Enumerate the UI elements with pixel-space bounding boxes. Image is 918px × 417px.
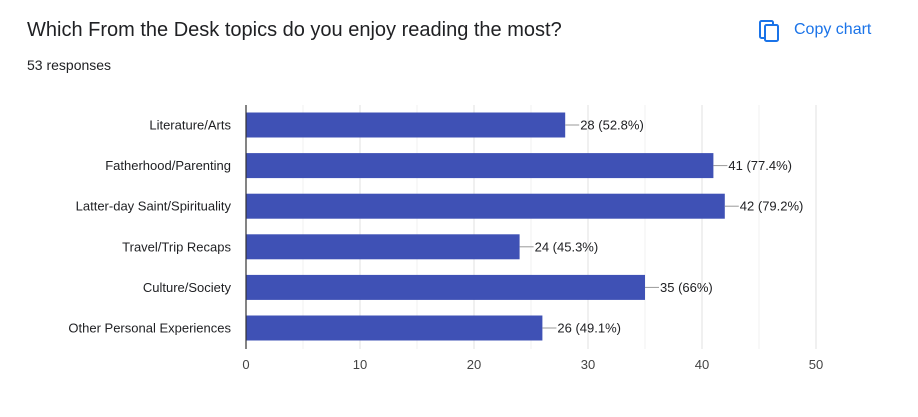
category-labels: Literature/Arts Fatherhood/Parenting Latte… (68, 118, 231, 336)
category-label: Latter-day Saint/Spirituality (76, 199, 232, 214)
category-label: Culture/Society (143, 280, 232, 295)
copy-chart-button[interactable]: Copy chart (758, 14, 871, 46)
data-label: 41 (77.4%) (728, 158, 792, 173)
x-tick-label: 10 (353, 357, 367, 372)
data-label: 26 (49.1%) (557, 321, 621, 336)
bar[interactable] (246, 315, 543, 341)
x-tick-label: 30 (581, 357, 595, 372)
data-labels: 28 (52.8%) 41 (77.4%) 42 (79.2%) 24 (45.3%)… (519, 118, 804, 336)
bar[interactable] (246, 193, 725, 219)
data-label: 42 (79.2%) (740, 199, 804, 214)
copy-chart-label: Copy chart (794, 21, 872, 38)
chart-title: Which From the Desk topics do you enjoy … (27, 19, 562, 41)
data-label: 24 (45.3%) (535, 239, 599, 254)
x-tick-labels: 0 10 20 30 40 50 (242, 357, 823, 372)
data-label: 35 (66%) (660, 280, 713, 295)
bar[interactable] (246, 112, 566, 138)
bar[interactable] (246, 274, 645, 300)
category-label: Fatherhood/Parenting (105, 158, 231, 173)
response-count: 53 responses (27, 57, 112, 73)
gridlines (245, 105, 817, 349)
x-tick-label: 20 (467, 357, 481, 372)
x-tick-label: 50 (809, 357, 823, 372)
bars (246, 112, 725, 341)
bar[interactable] (246, 153, 714, 179)
x-tick-label: 0 (242, 357, 249, 372)
data-label: 28 (52.8%) (580, 118, 644, 133)
category-label: Other Personal Experiences (68, 321, 231, 336)
bar[interactable] (246, 234, 520, 260)
category-label: Travel/Trip Recaps (122, 239, 231, 254)
x-tick-label: 40 (695, 357, 709, 372)
copy-icon (758, 18, 782, 42)
category-label: Literature/Arts (149, 118, 231, 133)
